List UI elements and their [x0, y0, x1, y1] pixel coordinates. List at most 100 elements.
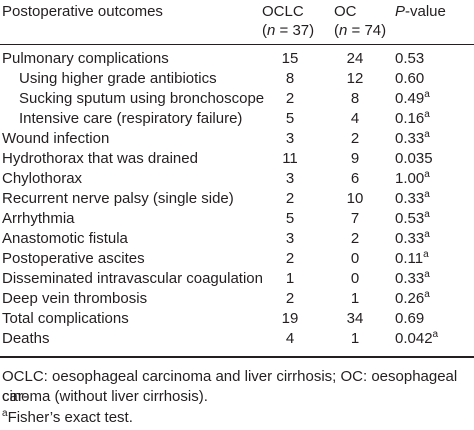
p-value-footnote-marker: a	[423, 249, 429, 260]
p-value-footnote-marker: a	[424, 89, 430, 100]
row-label: Total complications	[2, 310, 129, 327]
header-oc-n: (n = 74)	[334, 22, 387, 39]
row-label: Pulmonary complications	[2, 50, 169, 67]
p-value-cell: 0.49a	[395, 89, 430, 109]
header-rule	[0, 44, 474, 45]
header-oclc: OCLC	[262, 3, 304, 20]
oc-count: 4	[350, 110, 360, 127]
oc-count: 1	[350, 330, 360, 347]
table-row: Arrhythmia 5 7 0.53a	[0, 209, 474, 229]
oclc-count: 2	[285, 90, 295, 107]
p-value-footnote-marker: a	[424, 269, 430, 280]
p-value-cell: 0.60	[395, 69, 424, 89]
oclc-count: 3	[285, 170, 295, 187]
p-value-footnote-marker: a	[424, 169, 430, 180]
oc-count: 0	[350, 250, 360, 267]
table-row: Recurrent nerve palsy (single side) 2 10 0.…	[0, 189, 474, 209]
oclc-count: 3	[285, 230, 295, 247]
table-row: Sucking sputum using bronchoscope 2 8 0.49a	[0, 89, 474, 109]
p-value: 0.60	[395, 70, 425, 87]
footnote-abbreviations-line1: OCLC: oesophageal carcinoma and liver ci…	[2, 368, 458, 405]
p-value: 0.33	[395, 230, 425, 247]
footnote-marker: a	[2, 408, 8, 419]
p-value: 0.49	[395, 90, 425, 107]
oc-count: 6	[350, 170, 360, 187]
table-row: Chylothorax 3 6 1.00a	[0, 169, 474, 189]
p-value-cell: 0.33a	[395, 189, 430, 209]
p-value: 0.042	[395, 330, 433, 347]
row-label: Recurrent nerve palsy (single side)	[2, 190, 234, 207]
p-value: 0.53	[395, 50, 425, 67]
p-value: 0.53	[395, 210, 425, 227]
row-label: Anastomotic fistula	[2, 230, 128, 247]
oc-count: 9	[350, 150, 360, 167]
footnote-abbreviations-line2: cinoma (without liver cirrhosis).	[2, 388, 208, 405]
oclc-count: 19	[281, 310, 299, 327]
header-oc: OC	[334, 3, 357, 20]
oclc-count: 15	[281, 50, 299, 67]
table-row: Deep vein thrombosis 2 1 0.26a	[0, 289, 474, 309]
p-value-cell: 0.16a	[395, 109, 430, 129]
row-label: Deep vein thrombosis	[2, 290, 148, 307]
p-value-cell: 1.00a	[395, 169, 430, 189]
table-row: Anastomotic fistula 3 2 0.33a	[0, 229, 474, 249]
oclc-count: 11	[282, 150, 298, 167]
table-row: Deaths 4 1 0.042a	[0, 329, 474, 349]
table-row: Hydrothorax that was drained 11 9 0.035	[0, 149, 474, 169]
p-value-footnote-marker: a	[424, 209, 430, 220]
oclc-count: 8	[285, 70, 295, 87]
p-value-cell: 0.33a	[395, 269, 430, 289]
table-row: Using higher grade antibiotics 8 12 0.60	[0, 69, 474, 89]
p-value: 0.035	[395, 150, 433, 167]
oc-count: 2	[350, 230, 360, 247]
oc-count: 12	[346, 70, 364, 87]
oc-count: 0	[350, 270, 360, 287]
oc-count: 10	[346, 190, 364, 207]
oclc-count: 5	[285, 110, 295, 127]
row-label: Intensive care (respiratory failure)	[19, 110, 243, 127]
oc-count: 34	[346, 310, 364, 327]
table-row: Wound infection 3 2 0.33a	[0, 129, 474, 149]
oclc-count: 2	[285, 250, 295, 267]
p-value: 1.00	[395, 170, 425, 187]
oc-count: 8	[350, 90, 360, 107]
p-value-footnote-marker: a	[424, 109, 430, 120]
p-value: 0.69	[395, 310, 425, 327]
oc-count: 24	[346, 50, 364, 67]
p-value-footnote-marker: a	[424, 229, 430, 240]
table-row: Disseminated intravascular coagulation 1 0…	[0, 269, 474, 289]
p-value-footnote-marker: a	[424, 129, 430, 140]
table-row: Intensive care (respiratory failure) 5 4 0.…	[0, 109, 474, 129]
oclc-count: 2	[285, 290, 295, 307]
row-label: Arrhythmia	[2, 210, 75, 227]
footnote-fisher: aFisher’s exact test.	[2, 408, 133, 427]
p-value: 0.33	[395, 190, 425, 207]
header-p-value: P-value	[395, 3, 446, 20]
row-label: Deaths	[2, 330, 50, 347]
oclc-count: 4	[285, 330, 295, 347]
row-label: Disseminated intravascular coagulation	[2, 270, 263, 287]
p-value-cell: 0.33a	[395, 229, 430, 249]
table-bottom-rule	[0, 356, 474, 358]
p-value: 0.16	[395, 110, 425, 127]
p-value: 0.33	[395, 130, 425, 147]
row-label: Sucking sputum using bronchoscope	[19, 90, 265, 107]
p-value-cell: 0.035	[395, 149, 433, 169]
oclc-count: 1	[285, 270, 295, 287]
row-label: Postoperative ascites	[2, 250, 145, 267]
p-value: 0.33	[395, 270, 425, 287]
p-value-cell: 0.69	[395, 309, 424, 329]
row-label: Hydrothorax that was drained	[2, 150, 198, 167]
oclc-count: 2	[285, 190, 295, 207]
p-value-footnote-marker: a	[424, 189, 430, 200]
p-value-cell: 0.53	[395, 49, 424, 69]
oc-count: 2	[350, 130, 360, 147]
oc-count: 7	[350, 210, 360, 227]
p-value-cell: 0.042a	[395, 329, 438, 349]
row-label: Chylothorax	[2, 170, 83, 187]
oc-count: 1	[350, 290, 360, 307]
table-row: Postoperative ascites 2 0 0.11a	[0, 249, 474, 269]
row-label: Wound infection	[2, 130, 110, 147]
row-label: Using higher grade antibiotics	[19, 70, 217, 87]
